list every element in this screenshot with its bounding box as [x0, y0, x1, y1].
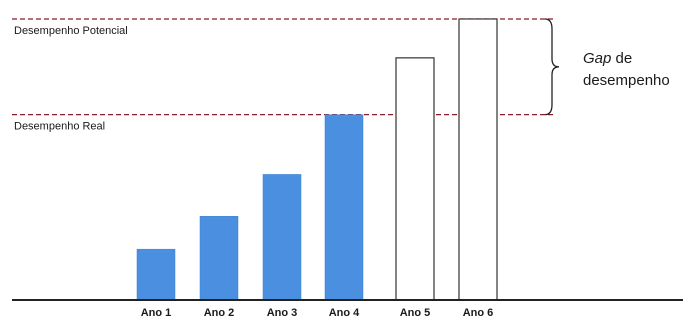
gap-annotation-rest: de — [611, 50, 632, 67]
tick-label-ano-5: Ano 5 — [400, 307, 431, 319]
tick-label-ano-2: Ano 2 — [204, 307, 235, 319]
gap-brace — [544, 18, 560, 116]
gap-annotation-line2: desempenho — [583, 72, 670, 89]
bar-ano-1 — [136, 248, 176, 301]
bar-ano-6 — [458, 18, 498, 301]
reference-label-real: Desempenho Real — [14, 121, 105, 133]
reference-label-potencial: Desempenho Potencial — [14, 25, 128, 37]
bar-ano-4 — [324, 114, 364, 301]
bar-ano-3 — [262, 174, 302, 301]
tick-label-ano-6: Ano 6 — [463, 307, 494, 319]
tick-label-ano-3: Ano 3 — [267, 307, 298, 319]
bars — [136, 18, 498, 301]
x-tick-labels: Ano 1 Ano 2 Ano 3 Ano 4 Ano 5 Ano 6 — [141, 307, 494, 319]
tick-label-ano-4: Ano 4 — [329, 307, 360, 319]
gap-annotation-line1: Gap de — [583, 50, 632, 67]
tick-label-ano-1: Ano 1 — [141, 307, 172, 319]
gap-annotation-italic: Gap — [583, 50, 611, 67]
bar-ano-5 — [395, 57, 435, 301]
bar-ano-2 — [199, 216, 239, 301]
